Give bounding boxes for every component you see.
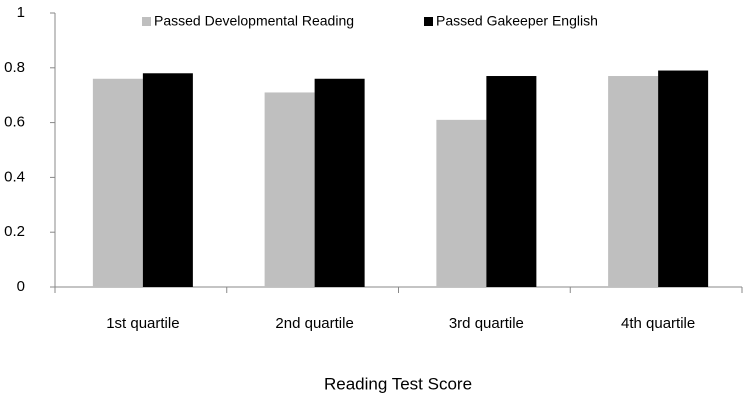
legend-label: Passed Developmental Reading	[154, 13, 354, 29]
x-tick-label: 4th quartile	[621, 315, 695, 332]
legend-swatch	[142, 17, 151, 26]
y-tick-label: 0	[17, 278, 25, 295]
y-tick-label: 1	[17, 4, 25, 21]
bar	[314, 78, 365, 287]
bar	[436, 119, 487, 287]
bar	[92, 78, 143, 287]
bar	[142, 73, 193, 287]
x-tick-label: 1st quartile	[106, 315, 179, 332]
bar	[608, 76, 659, 288]
legend-swatch	[424, 17, 433, 26]
bar	[486, 76, 537, 288]
y-tick-label: 0.4	[4, 168, 25, 185]
x-tick-label: 2nd quartile	[275, 315, 353, 332]
y-tick-label: 0.2	[4, 223, 25, 240]
bar	[658, 70, 709, 287]
bar	[264, 92, 315, 288]
x-axis-label: Reading Test Score	[324, 374, 472, 393]
y-tick-label: 0.6	[4, 114, 25, 131]
legend-label: Passed Gakeeper English	[436, 13, 598, 29]
x-tick-label: 3rd quartile	[449, 315, 524, 332]
y-tick-label: 0.8	[4, 59, 25, 76]
